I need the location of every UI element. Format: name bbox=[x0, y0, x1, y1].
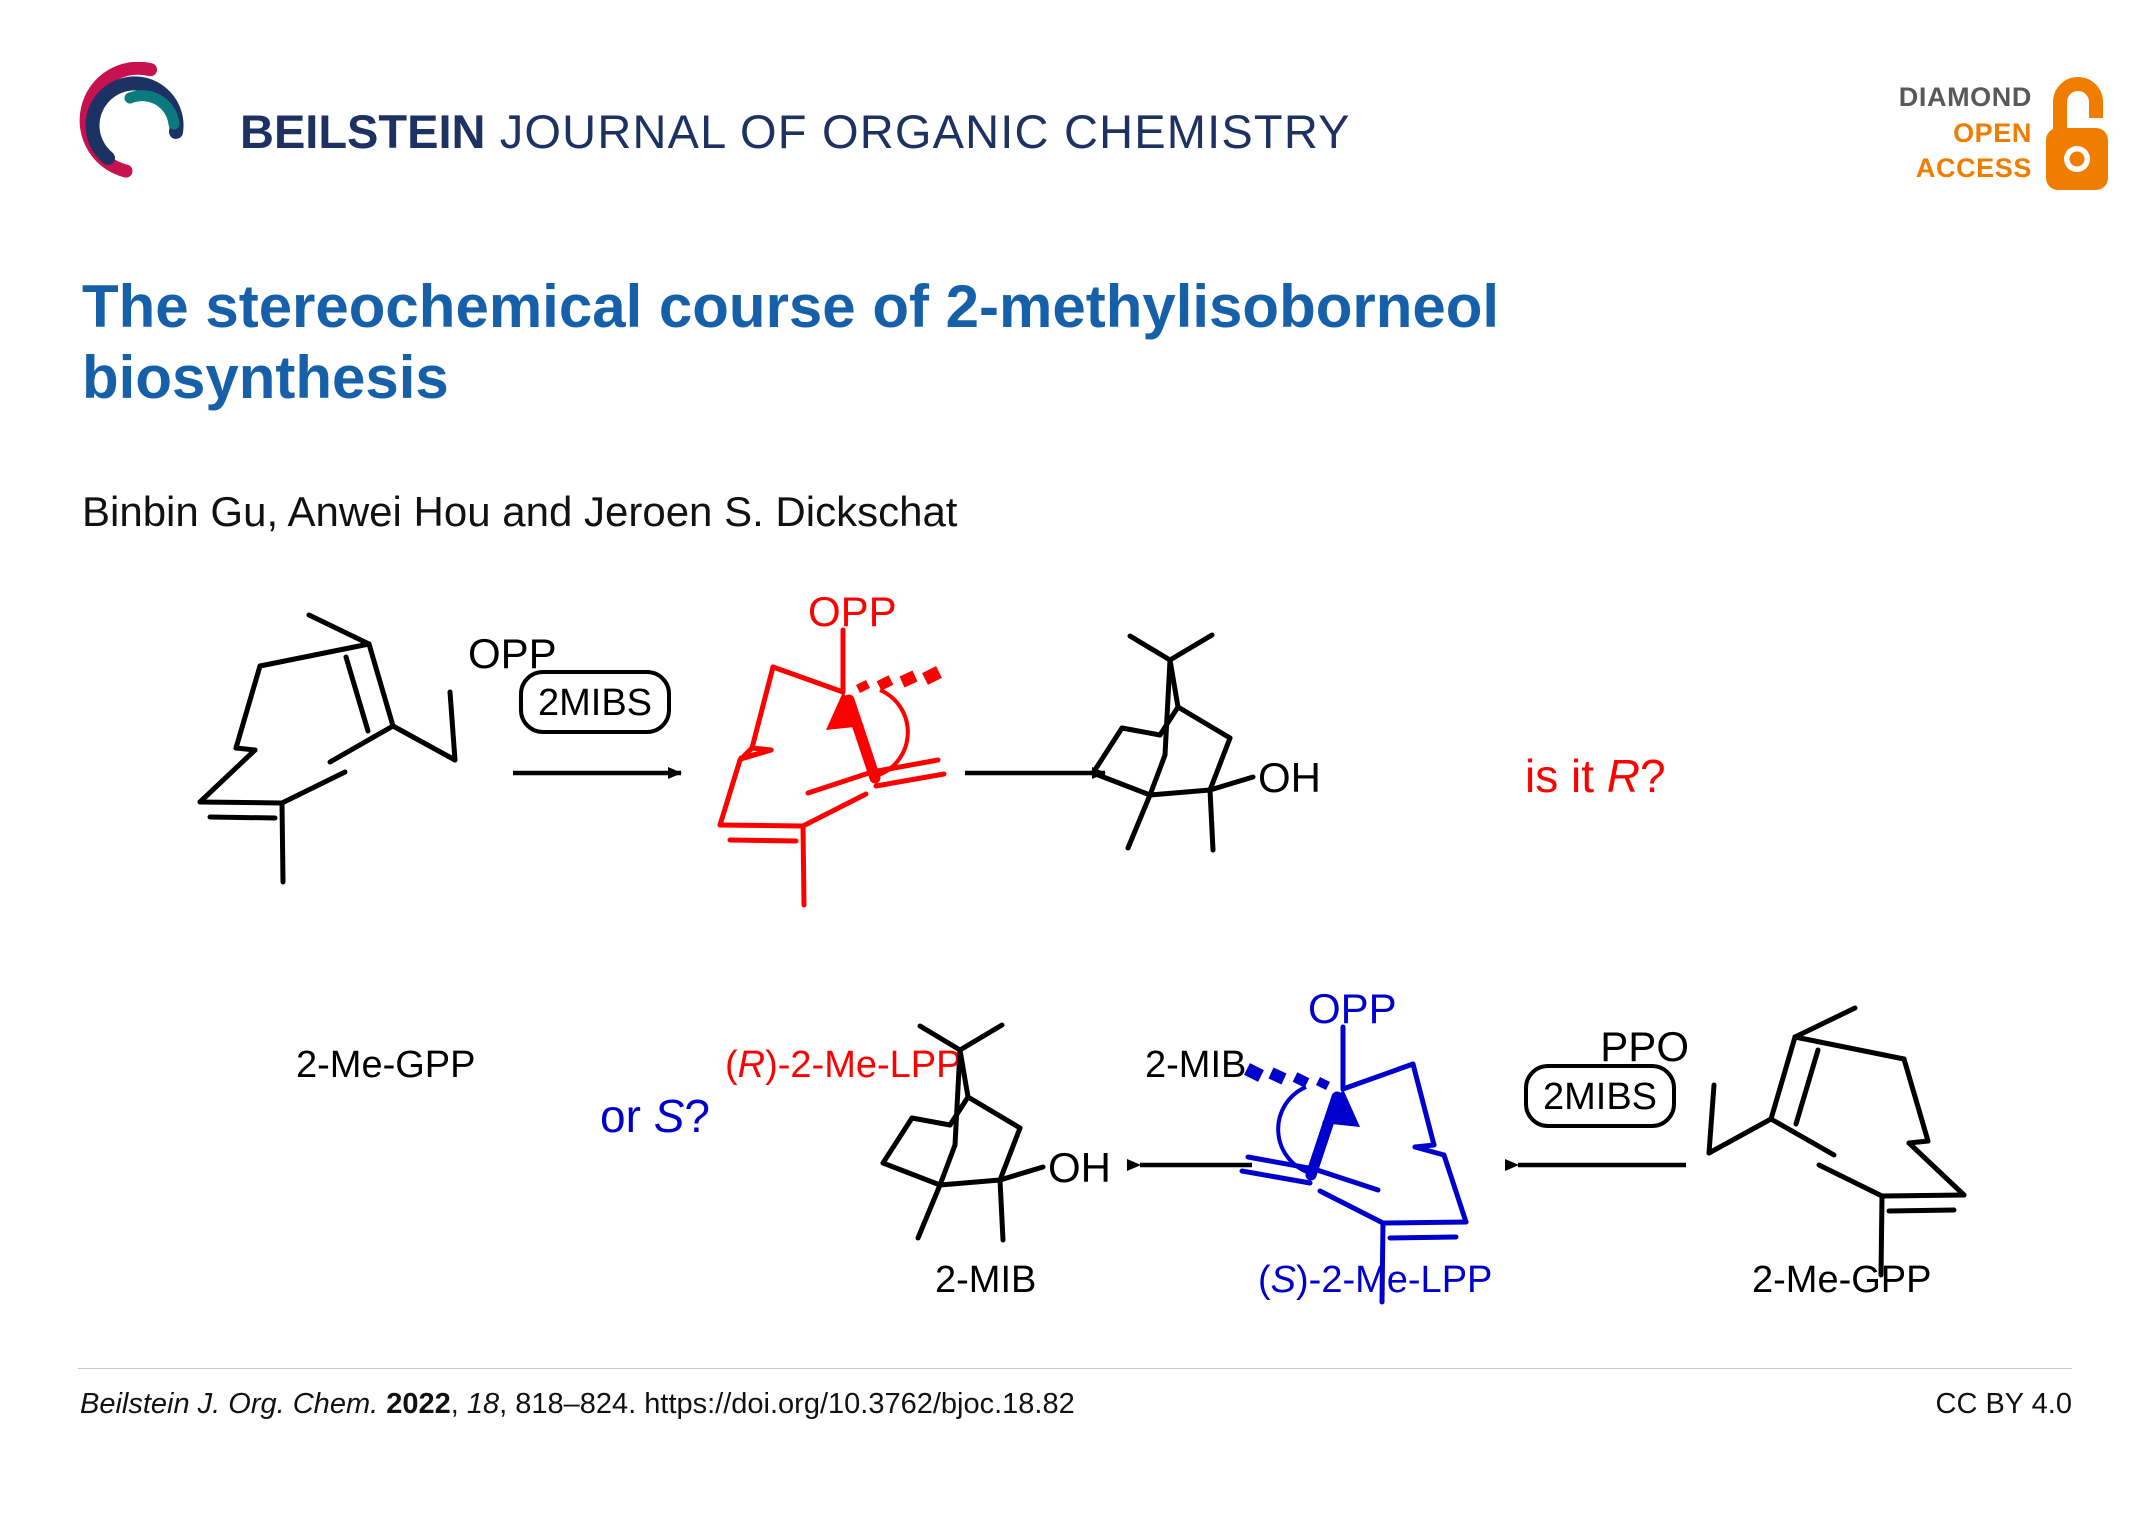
license-label: CC BY 4.0 bbox=[1935, 1388, 2072, 1420]
citation-rest: , 818–824. https://doi.org/10.3762/bjoc.… bbox=[499, 1388, 1075, 1420]
oa-line-diamond: DIAMOND bbox=[1898, 82, 2032, 112]
structure-s-2-me-lpp bbox=[1239, 1024, 1469, 1305]
question-bottom: or S? bbox=[600, 1090, 710, 1142]
label-ppo-bottom: PPO bbox=[1600, 1023, 1689, 1070]
structure-2-me-gpp-top bbox=[197, 612, 458, 885]
label-2-me-gpp-bottom: 2-Me-GPP bbox=[1752, 1259, 1931, 1301]
label-2-mib-bottom: 2-MIB bbox=[935, 1259, 1036, 1301]
structure-2-mib-bottom bbox=[880, 1022, 1046, 1243]
enzyme-box-top-rect bbox=[519, 670, 671, 734]
label-r-2-me-lpp: (R)-2-Me-LPP bbox=[725, 1044, 961, 1086]
open-access-text: DIAMOND OPEN ACCESS bbox=[1880, 80, 2032, 187]
label-enzyme-top: 2MIBS bbox=[538, 682, 652, 724]
structure-r-2-me-lpp bbox=[717, 627, 947, 908]
beilstein-logo-icon bbox=[78, 61, 196, 180]
journal-header: BEILSTEIN JOURNAL OF ORGANIC CHEMISTRY D… bbox=[0, 0, 2150, 230]
page-title: The stereochemical course of 2-methyliso… bbox=[82, 273, 1500, 411]
label-2-mib-top: 2-MIB bbox=[1145, 1044, 1246, 1086]
label-oh-top: OH bbox=[1258, 754, 1321, 801]
hash-wedge-r bbox=[855, 666, 942, 694]
question-top: is it R? bbox=[1525, 750, 1666, 802]
label-opp-r: OPP bbox=[808, 588, 897, 635]
curved-arc-s bbox=[1276, 1085, 1311, 1175]
oa-line-access: ACCESS bbox=[1915, 153, 2032, 184]
reaction-scheme: OPP 2-Me-GPP 2MIBS bbox=[0, 580, 2150, 1320]
label-enzyme-bottom: 2MIBS bbox=[1543, 1076, 1657, 1118]
author-list: Binbin Gu, Anwei Hou and Jeroen S. Dicks… bbox=[82, 488, 958, 535]
bond-migration-arrowhead-s bbox=[1322, 1089, 1360, 1127]
footer-divider bbox=[78, 1368, 2072, 1369]
label-opp-s: OPP bbox=[1308, 985, 1397, 1032]
hash-wedge-s bbox=[1244, 1063, 1331, 1091]
enzyme-box-bottom-rect bbox=[1524, 1064, 1676, 1128]
label-opp-top-left: OPP bbox=[468, 630, 557, 677]
journal-wordmark: BEILSTEIN JOURNAL OF ORGANIC CHEMISTRY bbox=[240, 104, 1351, 159]
citation-year: 2022 bbox=[386, 1388, 451, 1420]
citation-volume: 18 bbox=[466, 1388, 500, 1420]
bond-migration-arrowhead-r bbox=[826, 692, 864, 730]
open-access-badge: DIAMOND OPEN ACCESS bbox=[1880, 72, 2110, 202]
curved-arc-r bbox=[875, 688, 910, 778]
citation-line: Beilstein J. Org. Chem. 2022, 18, 818–82… bbox=[80, 1388, 1075, 1421]
citation-journal: Beilstein J. Org. Chem. bbox=[80, 1388, 379, 1420]
label-s-2-me-lpp: (S)-2-Me-LPP bbox=[1258, 1259, 1492, 1301]
oa-line-open: OPEN bbox=[1953, 117, 2032, 148]
open-padlock-icon bbox=[2040, 72, 2114, 194]
citation-comma: , bbox=[450, 1388, 467, 1420]
structure-2-me-gpp-bottom bbox=[1706, 1005, 1967, 1278]
journal-wordmark-bold: BEILSTEIN bbox=[240, 105, 486, 158]
structure-2-mib-top bbox=[1090, 632, 1256, 853]
label-oh-bottom: OH bbox=[1048, 1144, 1111, 1191]
journal-wordmark-light: JOURNAL OF ORGANIC CHEMISTRY bbox=[485, 105, 1351, 158]
label-2-me-gpp-top: 2-Me-GPP bbox=[296, 1044, 475, 1086]
